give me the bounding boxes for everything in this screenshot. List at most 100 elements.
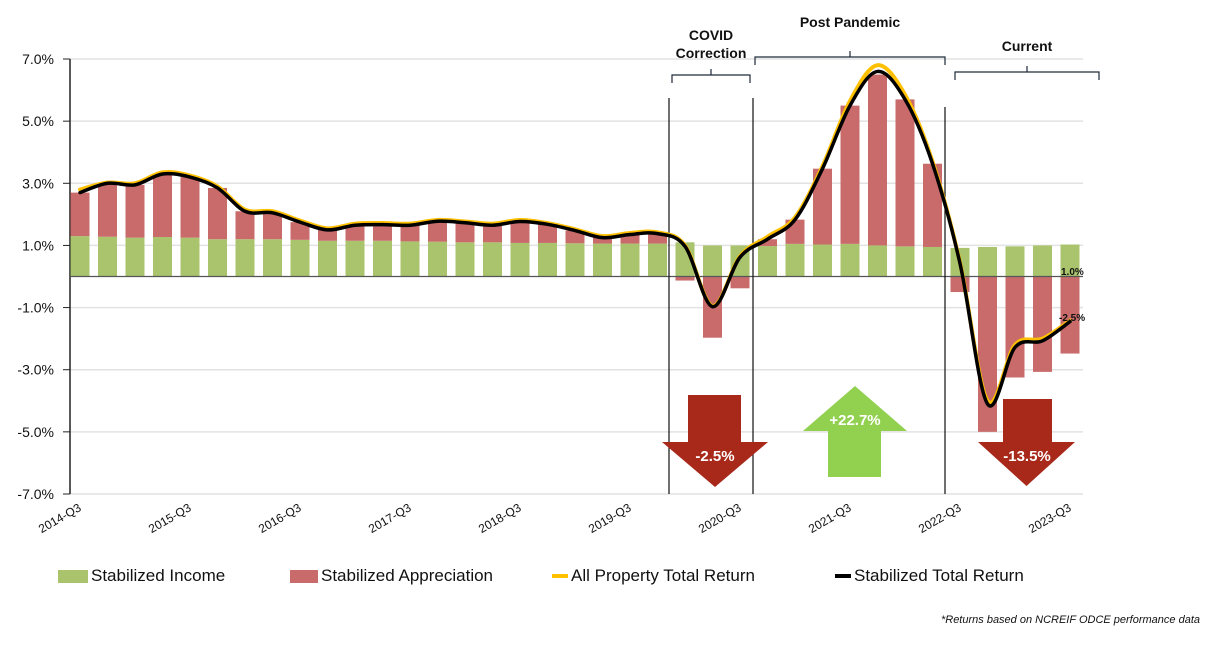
appreciation-bar [730,276,750,289]
appreciation-bar [483,225,502,243]
arrow-label: -13.5% [1003,448,1051,465]
legend: Stabilized Income Stabilized Appreciatio… [58,566,1024,586]
data-labels: 1.0% -2.5% [1059,267,1085,324]
appreciation-bar [70,192,90,237]
appreciation-bar [620,234,640,244]
legend-label: Stabilized Income [91,566,226,585]
data-label-appreciation: -2.5% [1059,313,1085,324]
appreciation-bar [538,224,557,243]
appreciation-bar [373,224,392,241]
x-tick-label: 2014-Q3 [36,500,84,536]
y-tick-label: 3.0% [22,175,54,191]
y-tick-label: 1.0% [22,237,54,253]
appreciation-bar [235,211,255,240]
income-bar [1033,245,1052,277]
income-bar [785,243,805,277]
appreciation-bar [565,230,585,244]
legend-swatch-stabilized-total [835,574,851,578]
income-bar [1005,246,1025,277]
income-bar [153,237,172,277]
x-tick-label: 2018-Q3 [476,500,524,536]
appreciation-bar [208,187,227,240]
appreciation-bar [510,221,530,243]
period-bracket [671,69,751,83]
appreciation-bar [153,173,172,238]
legend-item-stabilized-income: Stabilized Income [58,566,290,586]
arrow-up-icon [803,386,907,477]
period-label: Post Pandemic [800,14,901,30]
appreciation-bar [290,222,310,240]
period-label: Correction [676,45,747,61]
income-bar [290,239,310,277]
income-bar [318,240,337,277]
period-brackets: COVID Correction Post Pandemic Current [671,14,1100,83]
x-tick-label: 2015-Q3 [146,500,194,536]
appreciation-bar [868,74,887,246]
income-bar [455,242,475,277]
legend-label: All Property Total Return [571,566,755,585]
appreciation-bar [758,239,777,247]
income-bar [538,242,557,277]
y-axis: 7.0% 5.0% 3.0% 1.0% -1.0% -3.0% -5.0% -7.0% [17,51,71,502]
income-bar [758,246,777,277]
income-bar [620,243,640,277]
lines [78,63,1072,408]
bars [70,74,1083,432]
period-label: Current [1002,38,1053,54]
income-bar [813,244,832,277]
appreciation-bar [648,233,667,244]
income-bar [180,237,200,277]
y-tick-label: 7.0% [22,51,54,67]
legend-item-stabilized-total-return: Stabilized Total Return [835,566,1024,586]
income-bar [978,246,997,277]
appreciation-bar [840,105,860,244]
appreciation-bar [813,168,832,245]
income-bar [125,237,145,277]
x-tick-label: 2020-Q3 [696,500,744,536]
appreciation-bar [98,183,117,237]
appreciation-bar [675,276,695,281]
period-bracket [754,51,946,65]
legend-swatch-appreciation [290,569,318,583]
income-bar [345,240,365,277]
income-bar [400,241,420,277]
legend-swatch-income [58,569,88,583]
y-tick-label: 5.0% [22,113,54,129]
income-bar [373,240,392,277]
income-bar [868,245,887,277]
income-bar [840,243,860,277]
appreciation-bar [263,212,282,240]
x-tick-label: 2019-Q3 [586,500,634,536]
y-tick-label: -3.0% [17,362,54,378]
income-bar [923,246,942,277]
footnote: *Returns based on NCREIF ODCE performanc… [940,614,1200,626]
y-tick-label: -7.0% [17,486,54,502]
x-tick-label: 2021-Q3 [806,500,854,536]
income-bar [648,243,667,277]
income-bar [483,242,502,277]
x-tick-label: 2022-Q3 [916,500,964,536]
arrow-label: -2.5% [695,448,734,465]
income-bar [208,239,227,277]
appreciation-bar [593,237,612,244]
appreciation-bar [923,163,942,247]
income-bar [428,241,447,277]
income-bar [703,245,722,277]
legend-label: Stabilized Total Return [854,566,1024,585]
legend-item-all-property-total-return: All Property Total Return [552,566,835,586]
appreciation-bar [180,177,200,238]
arrow-down-icon [978,399,1075,486]
arrows: -2.5% +22.7% -13.5% [662,386,1075,487]
legend-label: Stabilized Appreciation [321,566,494,585]
y-tick-label: -1.0% [17,300,54,316]
period-dividers [668,98,946,494]
appreciation-bar [1033,276,1052,372]
appreciation-bar [345,225,365,241]
income-bar [70,236,90,277]
income-bar [510,242,530,277]
appreciation-bar [318,229,337,241]
period-label: COVID [689,27,733,43]
income-bar [1060,244,1080,277]
legend-item-stabilized-appreciation: Stabilized Appreciation [290,566,552,586]
